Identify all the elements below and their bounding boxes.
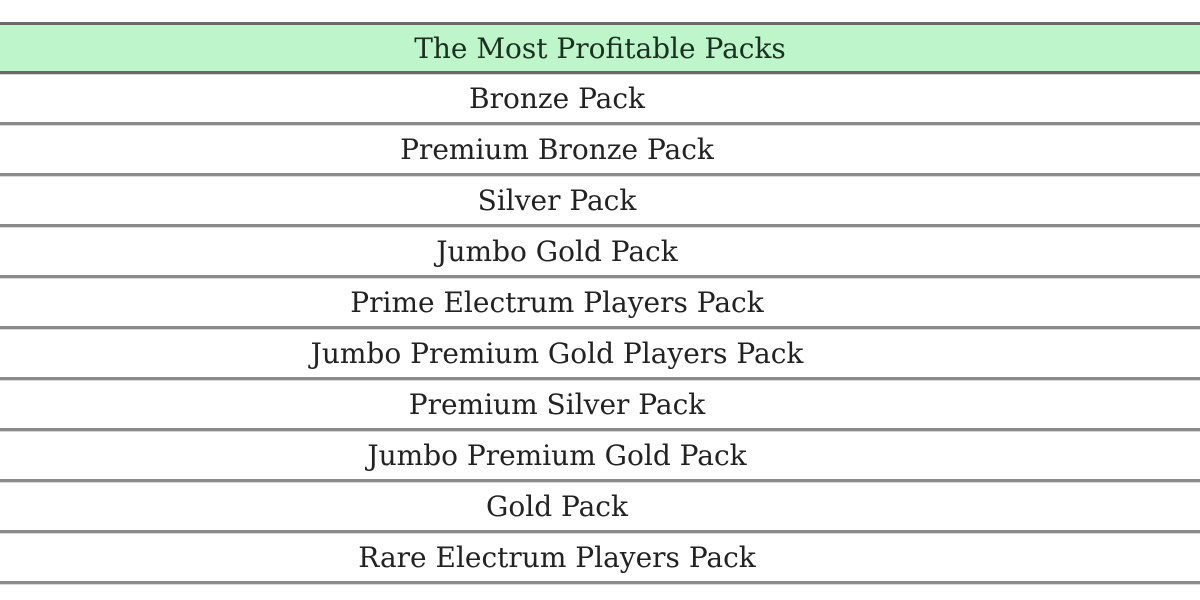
table-row: Rare Electrum Players Pack	[0, 533, 1200, 584]
pack-name: Jumbo Gold Pack	[436, 234, 678, 268]
pack-name: Premium Bronze Pack	[400, 132, 714, 166]
pack-name: Rare Electrum Players Pack	[358, 540, 756, 574]
table-row: Prime Electrum Players Pack	[0, 278, 1200, 329]
table-row: Gold Pack	[0, 482, 1200, 533]
table-row: Jumbo Premium Gold Pack	[0, 431, 1200, 482]
table-row: Premium Bronze Pack	[0, 125, 1200, 176]
pack-name: Prime Electrum Players Pack	[350, 285, 764, 319]
table-row: Jumbo Premium Gold Players Pack	[0, 329, 1200, 380]
table-header: The Most Profitable Packs	[0, 22, 1200, 74]
pack-name: Premium Silver Pack	[408, 387, 706, 421]
pack-name: Gold Pack	[486, 489, 628, 523]
pack-name: Silver Pack	[477, 183, 637, 217]
pack-name: Jumbo Premium Gold Players Pack	[310, 336, 804, 370]
packs-table: The Most Profitable Packs Bronze Pack Pre…	[0, 22, 1200, 584]
table-row: Silver Pack	[0, 176, 1200, 227]
table-row: Bronze Pack	[0, 74, 1200, 125]
pack-name: Bronze Pack	[469, 81, 645, 115]
table-title: The Most Profitable Packs	[414, 31, 786, 65]
table-row: Jumbo Gold Pack	[0, 227, 1200, 278]
pack-name: Jumbo Premium Gold Pack	[367, 438, 747, 472]
table-row: Premium Silver Pack	[0, 380, 1200, 431]
